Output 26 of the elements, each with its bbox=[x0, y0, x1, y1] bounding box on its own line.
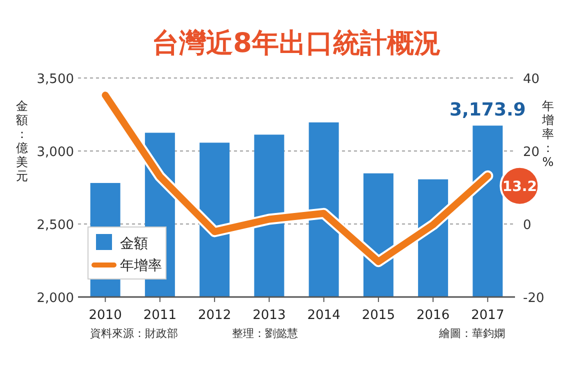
y-tick-label: 2,000 bbox=[36, 291, 74, 306]
y-axis-title: 金額：億美元 bbox=[16, 99, 28, 183]
x-tick-label: 2011 bbox=[143, 308, 176, 323]
y-tick-label: 2,500 bbox=[36, 218, 74, 233]
text: 繪圖：華鈞嫻 bbox=[438, 327, 505, 340]
x-tick-label: 2015 bbox=[362, 308, 395, 323]
x-tick-label: 2016 bbox=[416, 308, 450, 323]
data-label: 13.2 bbox=[502, 178, 537, 195]
y2-axis-title: 年增率：% bbox=[541, 99, 554, 169]
y2-tick-label: 20 bbox=[523, 145, 540, 160]
legend-label: 金額 bbox=[120, 236, 148, 252]
text: 整理：劉懿慧 bbox=[232, 327, 298, 340]
x-tick-label: 2017 bbox=[471, 308, 504, 323]
y2-tick-label: 40 bbox=[523, 72, 540, 87]
y-tick-label: 3,000 bbox=[36, 145, 74, 160]
x-tick-label: 2014 bbox=[307, 308, 340, 323]
x-tick-label: 2013 bbox=[252, 308, 286, 323]
x-tick-label: 2012 bbox=[198, 308, 232, 323]
chart-title: 台灣近8年出口統計概況 bbox=[152, 28, 441, 59]
legend-label: 年增率 bbox=[120, 258, 162, 274]
source-note: 資料來源：財政部 bbox=[90, 327, 178, 340]
data-label: 3,173.9 bbox=[450, 100, 526, 121]
x-tick-label: 2010 bbox=[88, 308, 122, 323]
y2-tick-label: 0 bbox=[523, 218, 532, 233]
y-tick-label: 3,500 bbox=[36, 72, 74, 87]
y2-tick-label: -20 bbox=[523, 291, 544, 306]
